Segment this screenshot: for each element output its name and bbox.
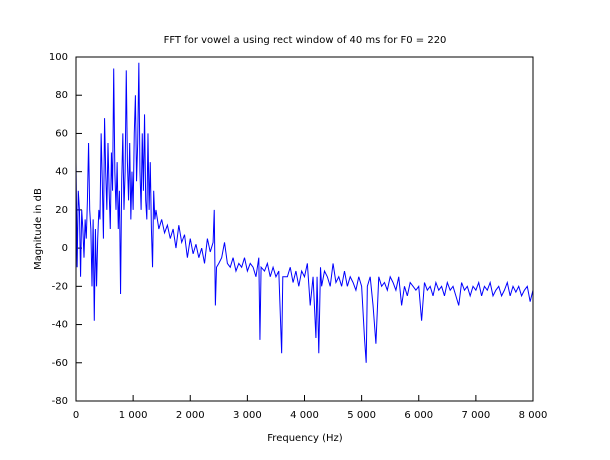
y-tick-label: 100 [49, 52, 68, 63]
x-tick-label: 6 000 [404, 410, 433, 421]
y-tick-label: 60 [55, 128, 68, 139]
y-tick-label: 40 [55, 167, 68, 178]
y-tick-label: 80 [55, 90, 68, 101]
x-tick-label: 4 000 [290, 410, 319, 421]
x-tick-label: 0 [73, 410, 79, 421]
plot-frame [75, 56, 534, 402]
y-tick-label: 0 [62, 243, 68, 254]
x-tick-label: 7 000 [462, 410, 491, 421]
y-tick-label: -60 [52, 358, 68, 369]
x-tick-label: 5 000 [347, 410, 376, 421]
y-tick-label: 20 [55, 205, 68, 216]
x-tick-label: 8 000 [519, 410, 548, 421]
data-line [75, 62, 534, 363]
x-axis-label: Frequency (Hz) [267, 433, 343, 444]
y-tick-label: -40 [52, 320, 68, 331]
y-tick-label: -20 [52, 281, 68, 292]
chart-title: FFT for vowel a using rect window of 40 … [164, 35, 447, 46]
x-tick-label: 2 000 [176, 410, 205, 421]
y-tick-label: -80 [52, 396, 68, 407]
x-tick-label: 1 000 [119, 410, 148, 421]
x-tick-label: 3 000 [233, 410, 262, 421]
y-axis-label: Magnitude in dB [33, 188, 44, 270]
